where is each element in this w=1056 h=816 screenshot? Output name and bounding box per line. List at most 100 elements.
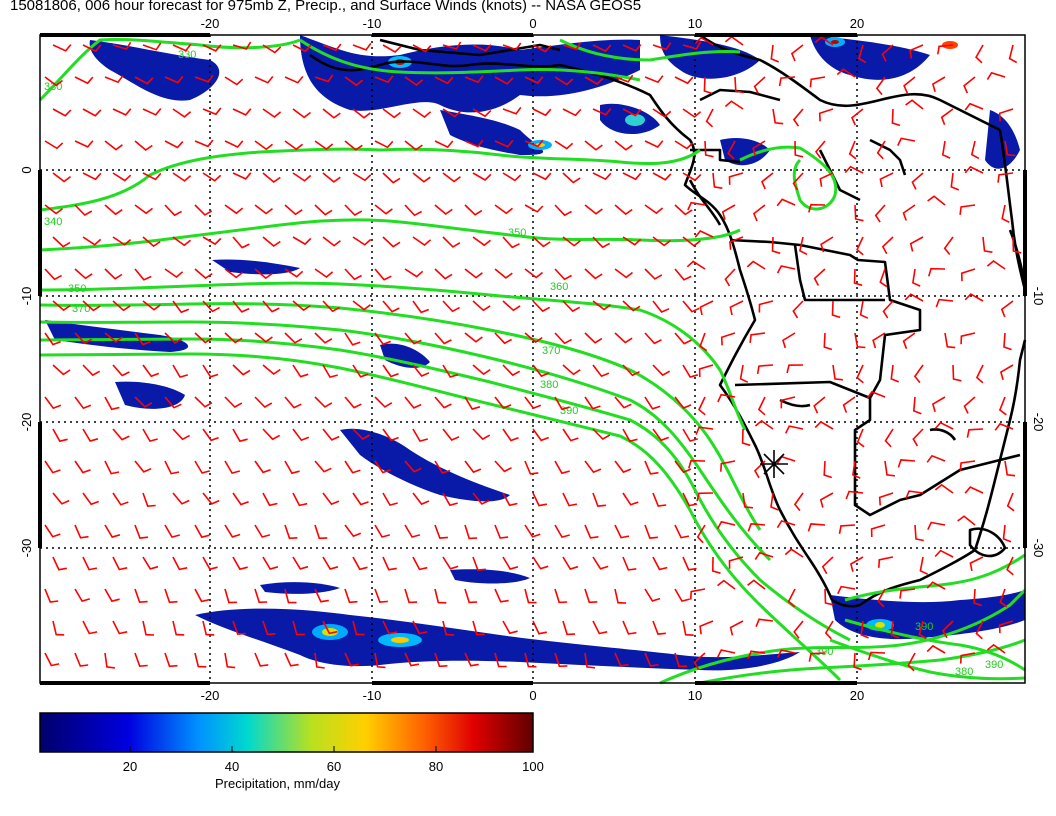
wind-barb	[875, 76, 886, 96]
wind-barb	[254, 652, 269, 667]
wind-barb	[82, 172, 102, 181]
contour-label: 380	[540, 379, 558, 391]
wind-barb	[973, 588, 982, 607]
wind-barb	[717, 393, 736, 403]
wind-barb	[720, 460, 736, 472]
colorbar-title: Precipitation, mm/day	[215, 776, 340, 791]
wind-barb	[202, 428, 219, 442]
wind-barb	[464, 524, 478, 540]
precip-area	[115, 381, 185, 409]
wind-barb	[82, 236, 102, 246]
wind-barb	[674, 588, 690, 603]
wind-barb	[1006, 492, 1015, 512]
wind-barb	[614, 396, 632, 409]
wind-barb	[844, 165, 864, 174]
wind-barb	[874, 204, 886, 223]
wind-barb	[584, 332, 603, 344]
wind-barb	[262, 300, 280, 313]
wind-barb	[682, 620, 694, 636]
wind-barb	[134, 460, 152, 473]
wind-barb	[952, 364, 962, 382]
wind-barb	[975, 44, 984, 64]
wind-barb	[682, 300, 700, 313]
wind-barb	[849, 556, 864, 572]
wind-barb	[997, 172, 1014, 183]
wind-barb	[224, 332, 243, 344]
wind-barb	[52, 300, 71, 312]
wind-barb	[374, 75, 394, 84]
wind-barb	[772, 108, 784, 125]
wind-barb	[696, 492, 714, 502]
wind-barb	[592, 364, 610, 378]
wind-barb	[818, 108, 834, 122]
wind-barb	[562, 236, 581, 247]
wind-barb	[254, 140, 274, 151]
wind-barb	[352, 364, 369, 378]
wind-barb	[813, 268, 826, 286]
wind-barb	[232, 492, 249, 506]
wind-barb	[74, 396, 92, 410]
wind-barb	[554, 524, 570, 539]
wind-barb	[554, 332, 572, 345]
wind-barb	[262, 364, 281, 376]
wind-barb	[142, 620, 155, 636]
wind-barb	[374, 140, 394, 149]
precip-core	[831, 40, 839, 44]
wind-barb	[224, 140, 244, 148]
wind-barb	[866, 390, 886, 399]
wind-barb	[202, 492, 220, 505]
wind-barb	[494, 460, 512, 473]
wind-barb	[284, 396, 302, 409]
wind-barb	[472, 172, 492, 181]
colorbar-ticks	[129, 746, 437, 752]
wind-barb	[82, 44, 102, 53]
wind-barb	[963, 76, 976, 94]
wind-barb	[382, 172, 401, 184]
wind-barb	[434, 76, 454, 85]
wind-barb	[142, 364, 160, 378]
lat-tick-label: -10	[1031, 287, 1046, 306]
wind-barb	[352, 108, 371, 119]
wind-barb	[382, 556, 397, 571]
wind-barb	[52, 492, 70, 505]
wind-barb	[927, 195, 946, 206]
wind-barb	[694, 36, 714, 46]
wind-barb	[344, 204, 363, 216]
wind-barb	[814, 36, 834, 46]
wind-barb	[472, 364, 491, 376]
wind-barb	[412, 108, 432, 119]
wind-barb	[963, 396, 976, 414]
contour-label: 350	[508, 227, 526, 239]
wind-barb	[944, 332, 956, 349]
wind-barb	[747, 522, 766, 532]
wind-barb	[860, 620, 869, 639]
wind-barb	[524, 332, 543, 344]
wind-barb	[194, 74, 214, 83]
wind-barb	[696, 524, 706, 544]
wind-barb	[464, 332, 483, 343]
wind-barb	[112, 492, 129, 506]
wind-barb	[254, 524, 271, 538]
wind-barb	[322, 43, 342, 52]
wind-barb	[554, 140, 574, 150]
wind-barb	[194, 268, 213, 280]
wind-barb	[344, 460, 361, 474]
wind-barb	[314, 652, 325, 669]
wind-barb	[194, 588, 210, 603]
wind-barb	[44, 76, 63, 87]
wind-barb	[172, 108, 192, 118]
wind-barb	[52, 44, 72, 52]
wind-barb	[494, 204, 514, 215]
wind-barb	[776, 519, 796, 529]
wind-barb	[741, 428, 751, 447]
wind-barb	[202, 556, 218, 571]
wind-barb	[412, 620, 428, 635]
wind-barb	[434, 332, 452, 345]
wind-barb	[890, 364, 900, 383]
wind-barb	[884, 460, 895, 477]
contour-label: 390	[915, 621, 933, 633]
wind-barb	[142, 492, 156, 508]
wind-barb	[382, 236, 401, 248]
wind-barb	[854, 204, 864, 222]
wind-barb	[787, 588, 796, 608]
